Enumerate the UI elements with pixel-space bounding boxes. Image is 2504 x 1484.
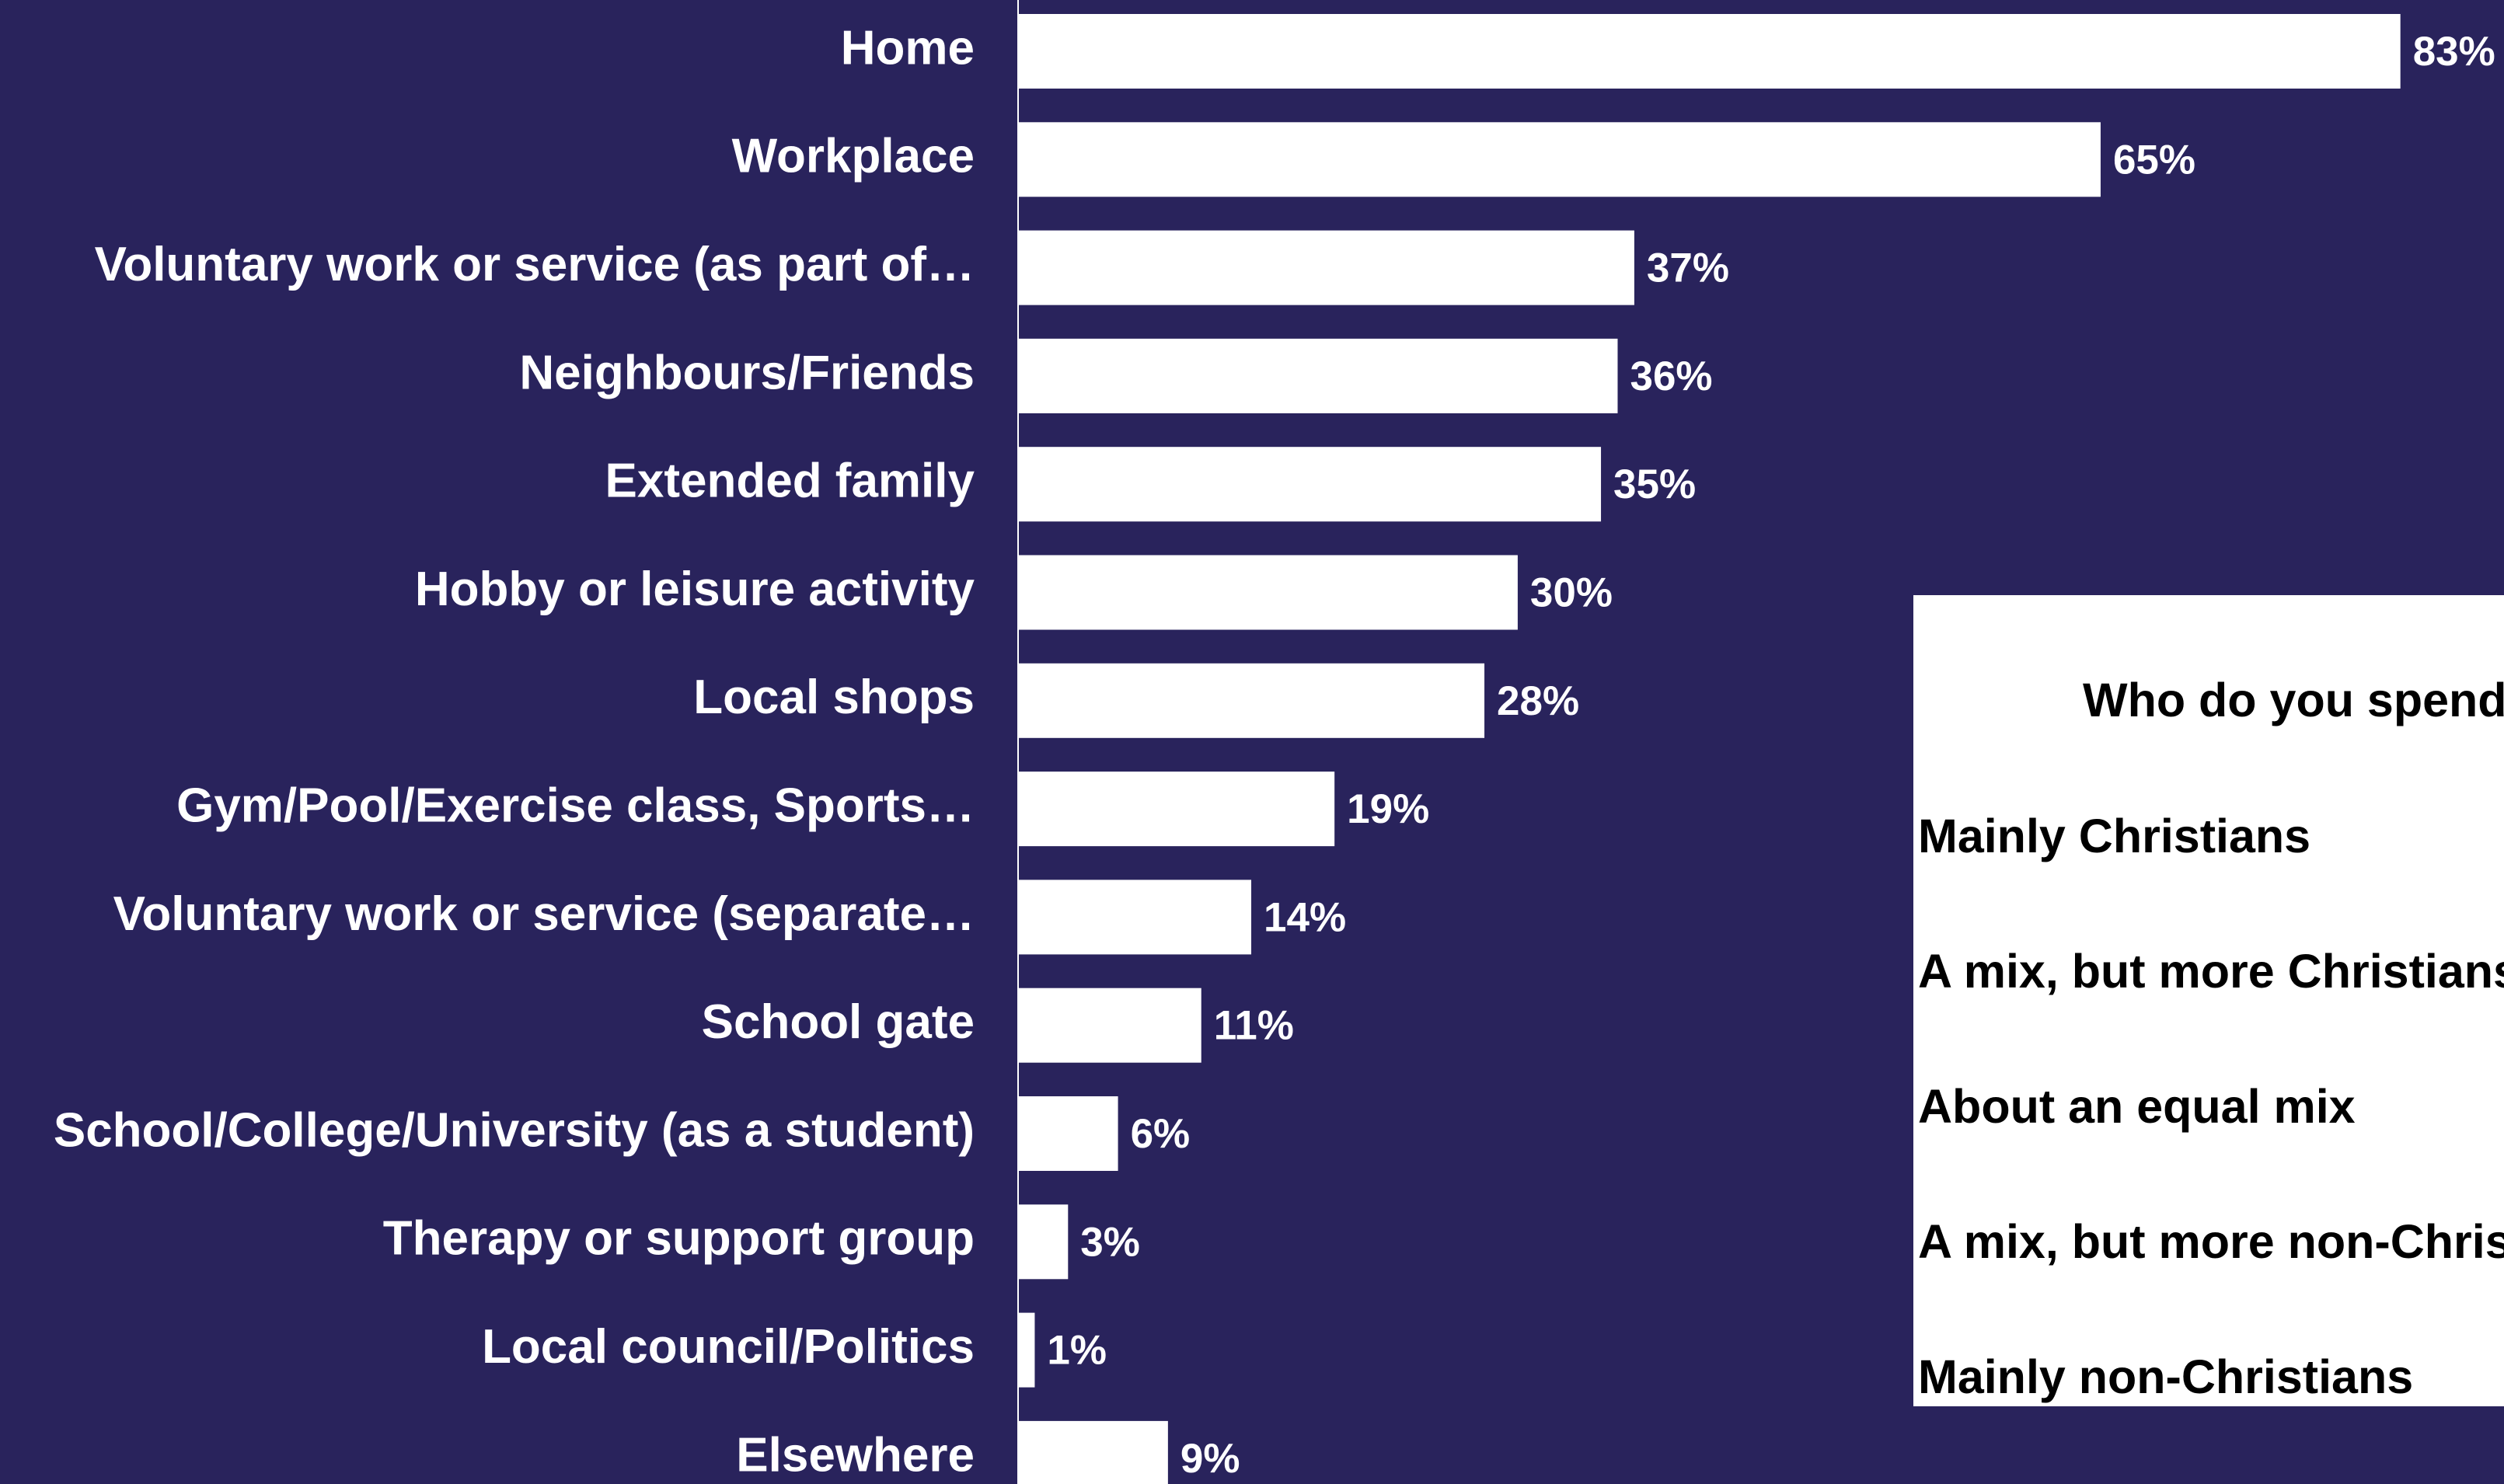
legend-item-more-non-christians: A mix, but more non-Christians bbox=[1918, 1215, 2504, 1268]
value-label: 36% bbox=[1630, 354, 1712, 399]
bar bbox=[1018, 447, 1602, 522]
category-label: Workplace bbox=[732, 130, 975, 183]
category-label: Elsewhere bbox=[736, 1428, 975, 1482]
value-label: 83% bbox=[2413, 29, 2495, 75]
value-label: 9% bbox=[1181, 1436, 1240, 1482]
legend-item-mainly-non-christians: Mainly non-Christians bbox=[1918, 1350, 2414, 1403]
category-label: Gym/Pool/Exercise class, Sports… bbox=[176, 779, 975, 832]
value-label: 37% bbox=[1647, 246, 1729, 291]
value-label: 28% bbox=[1497, 678, 1579, 724]
value-label: 11% bbox=[1214, 1003, 1294, 1049]
legend-item-equal-mix: About an equal mix bbox=[1918, 1080, 2356, 1133]
category-label: School/College/University (as a student) bbox=[54, 1103, 975, 1157]
value-label: 6% bbox=[1131, 1111, 1191, 1157]
category-label: Extended family bbox=[605, 455, 975, 508]
value-label: 30% bbox=[1530, 570, 1613, 616]
bar bbox=[1018, 1312, 1035, 1388]
bar bbox=[1018, 772, 1335, 847]
bar bbox=[1018, 230, 1634, 305]
value-label: 65% bbox=[2113, 137, 2195, 183]
category-label: School gate bbox=[702, 995, 975, 1049]
bars-group: Home 83% Workplace 65% Voluntary work or ser… bbox=[54, 14, 2495, 1484]
bar bbox=[1018, 1420, 1168, 1484]
category-label: Local shops bbox=[693, 671, 975, 724]
bar bbox=[1018, 122, 2101, 197]
bar bbox=[1018, 338, 1618, 413]
category-label: Voluntary work or service (separate… bbox=[113, 887, 975, 941]
bar bbox=[1018, 988, 1201, 1063]
bar bbox=[1018, 880, 1252, 955]
value-label: 1% bbox=[1047, 1328, 1107, 1374]
category-label: Home bbox=[841, 21, 975, 75]
category-label: Neighbours/Friends bbox=[519, 346, 975, 399]
legend-item-more-christians: A mix, but more Christians bbox=[1918, 945, 2504, 998]
bar bbox=[1018, 663, 1485, 738]
value-label: 35% bbox=[1613, 462, 1696, 507]
value-label: 14% bbox=[1264, 894, 1346, 940]
legend-title: Who do you spend bbox=[2083, 674, 2504, 726]
value-label: 19% bbox=[1347, 786, 1429, 832]
category-label: Therapy or support group bbox=[383, 1212, 975, 1266]
bar bbox=[1018, 1096, 1118, 1171]
category-label: Voluntary work or service (as part of… bbox=[95, 238, 975, 291]
bar bbox=[1018, 14, 2401, 89]
category-label: Hobby or leisure activity bbox=[415, 563, 975, 616]
bar bbox=[1018, 555, 1518, 630]
legend-panel: Who do you spend Mainly Christians A mix… bbox=[1913, 595, 2504, 1406]
category-label: Local council/Politics bbox=[482, 1320, 975, 1374]
legend-item-mainly-christians: Mainly Christians bbox=[1918, 810, 2311, 862]
value-label: 3% bbox=[1080, 1219, 1140, 1265]
bar bbox=[1018, 1204, 1069, 1280]
